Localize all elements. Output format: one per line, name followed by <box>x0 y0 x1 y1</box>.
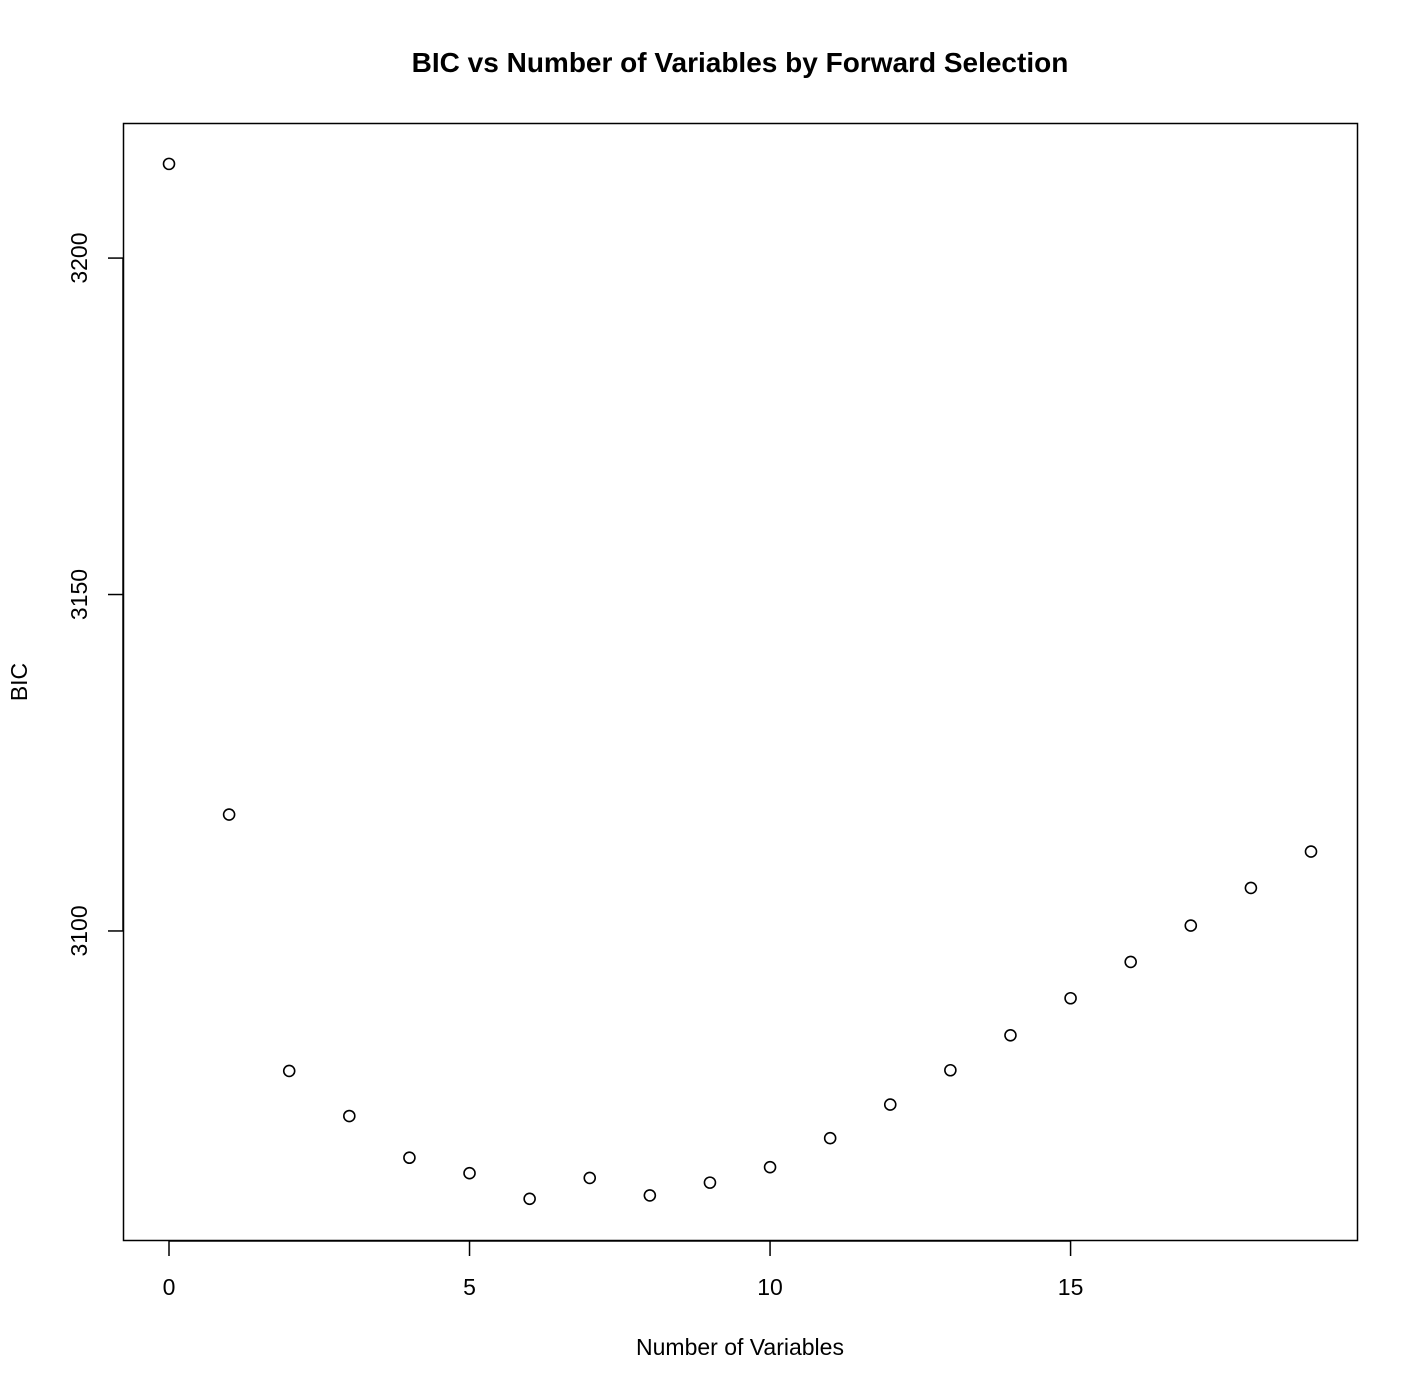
data-point <box>823 1131 837 1145</box>
chart-title: BIC vs Number of Variables by Forward Se… <box>412 47 1069 78</box>
x-tick-label: 5 <box>463 1274 476 1300</box>
y-axis: 3100 3150 3200 <box>66 232 124 957</box>
data-point <box>463 1166 476 1180</box>
data-point <box>1244 881 1258 895</box>
x-tick-label: 15 <box>1058 1274 1084 1300</box>
data-point <box>1124 955 1137 969</box>
data-point <box>403 1151 416 1165</box>
data-point <box>162 157 176 171</box>
x-tick-label: 0 <box>163 1274 176 1300</box>
data-point <box>343 1109 356 1123</box>
data-point <box>222 808 236 821</box>
data-point <box>643 1189 657 1202</box>
data-point <box>1184 919 1198 932</box>
y-tick-label: 3100 <box>66 905 92 956</box>
data-point <box>282 1064 296 1078</box>
x-tick-label: 10 <box>757 1274 783 1300</box>
data-point <box>763 1160 777 1174</box>
data-point <box>1304 845 1318 858</box>
data-point <box>944 1063 957 1077</box>
x-axis: 0 5 10 15 <box>163 1240 1084 1300</box>
data-point <box>1004 1028 1017 1042</box>
x-axis-label: Number of Variables <box>636 1334 844 1360</box>
data-points <box>162 157 1318 1206</box>
data-point <box>883 1098 897 1111</box>
y-tick-label: 3200 <box>66 232 92 283</box>
y-axis-label: BIC <box>6 663 32 701</box>
data-point <box>1064 991 1077 1005</box>
data-point <box>703 1176 717 1189</box>
data-point <box>523 1192 536 1206</box>
plot-frame <box>122 122 1359 1242</box>
data-point <box>583 1171 597 1185</box>
y-tick-label: 3150 <box>66 569 92 620</box>
